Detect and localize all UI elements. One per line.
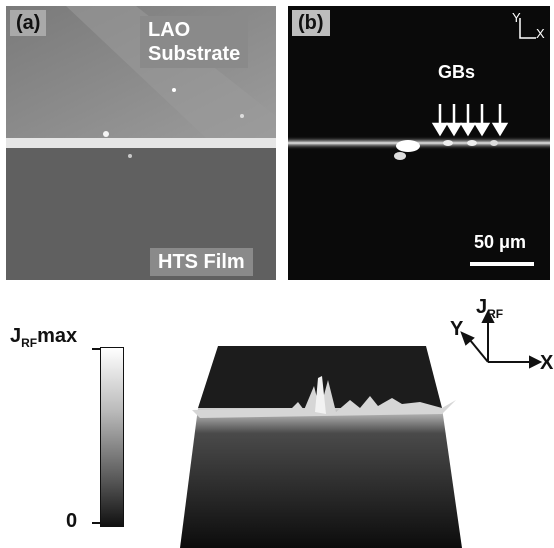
panel-b-rf-map: (b) Y X GBs 50 μm <box>288 6 550 280</box>
surface-3d-plot <box>180 346 462 548</box>
axis-x-label: X <box>536 26 545 41</box>
substrate-label-line2: Substrate <box>148 43 241 65</box>
axis-y3d-label: Y <box>450 318 464 340</box>
substrate-label: LAO Substrate <box>140 16 249 68</box>
axis-jrf-label: JRF <box>476 296 504 321</box>
colorbar-tick-min <box>92 522 100 524</box>
scale-label: 50 μm <box>474 232 527 252</box>
colorbar <box>100 347 124 527</box>
scale-bar <box>470 262 534 266</box>
panel-a-micrograph: (a) LAO Substrate HTS Film <box>6 6 276 280</box>
colorbar-tick-max <box>92 348 100 350</box>
gb-arrows <box>431 104 509 137</box>
axis-y-label: Y <box>512 10 521 25</box>
rf-map-image <box>288 18 550 160</box>
panel-b-label: (b) <box>292 10 330 36</box>
substrate-label-line1: LAO <box>148 19 191 41</box>
panel-a-label: (a) <box>10 10 47 36</box>
colorbar-max-label: JRFmax <box>10 325 78 350</box>
gb-label: GBs <box>438 62 476 82</box>
axis-x3d-label: X <box>540 352 554 374</box>
axis-indicator-icon <box>519 18 536 39</box>
colorbar-min-label: 0 <box>66 510 78 532</box>
axis-3d-icon <box>460 309 543 369</box>
film-label: HTS Film <box>150 248 253 276</box>
